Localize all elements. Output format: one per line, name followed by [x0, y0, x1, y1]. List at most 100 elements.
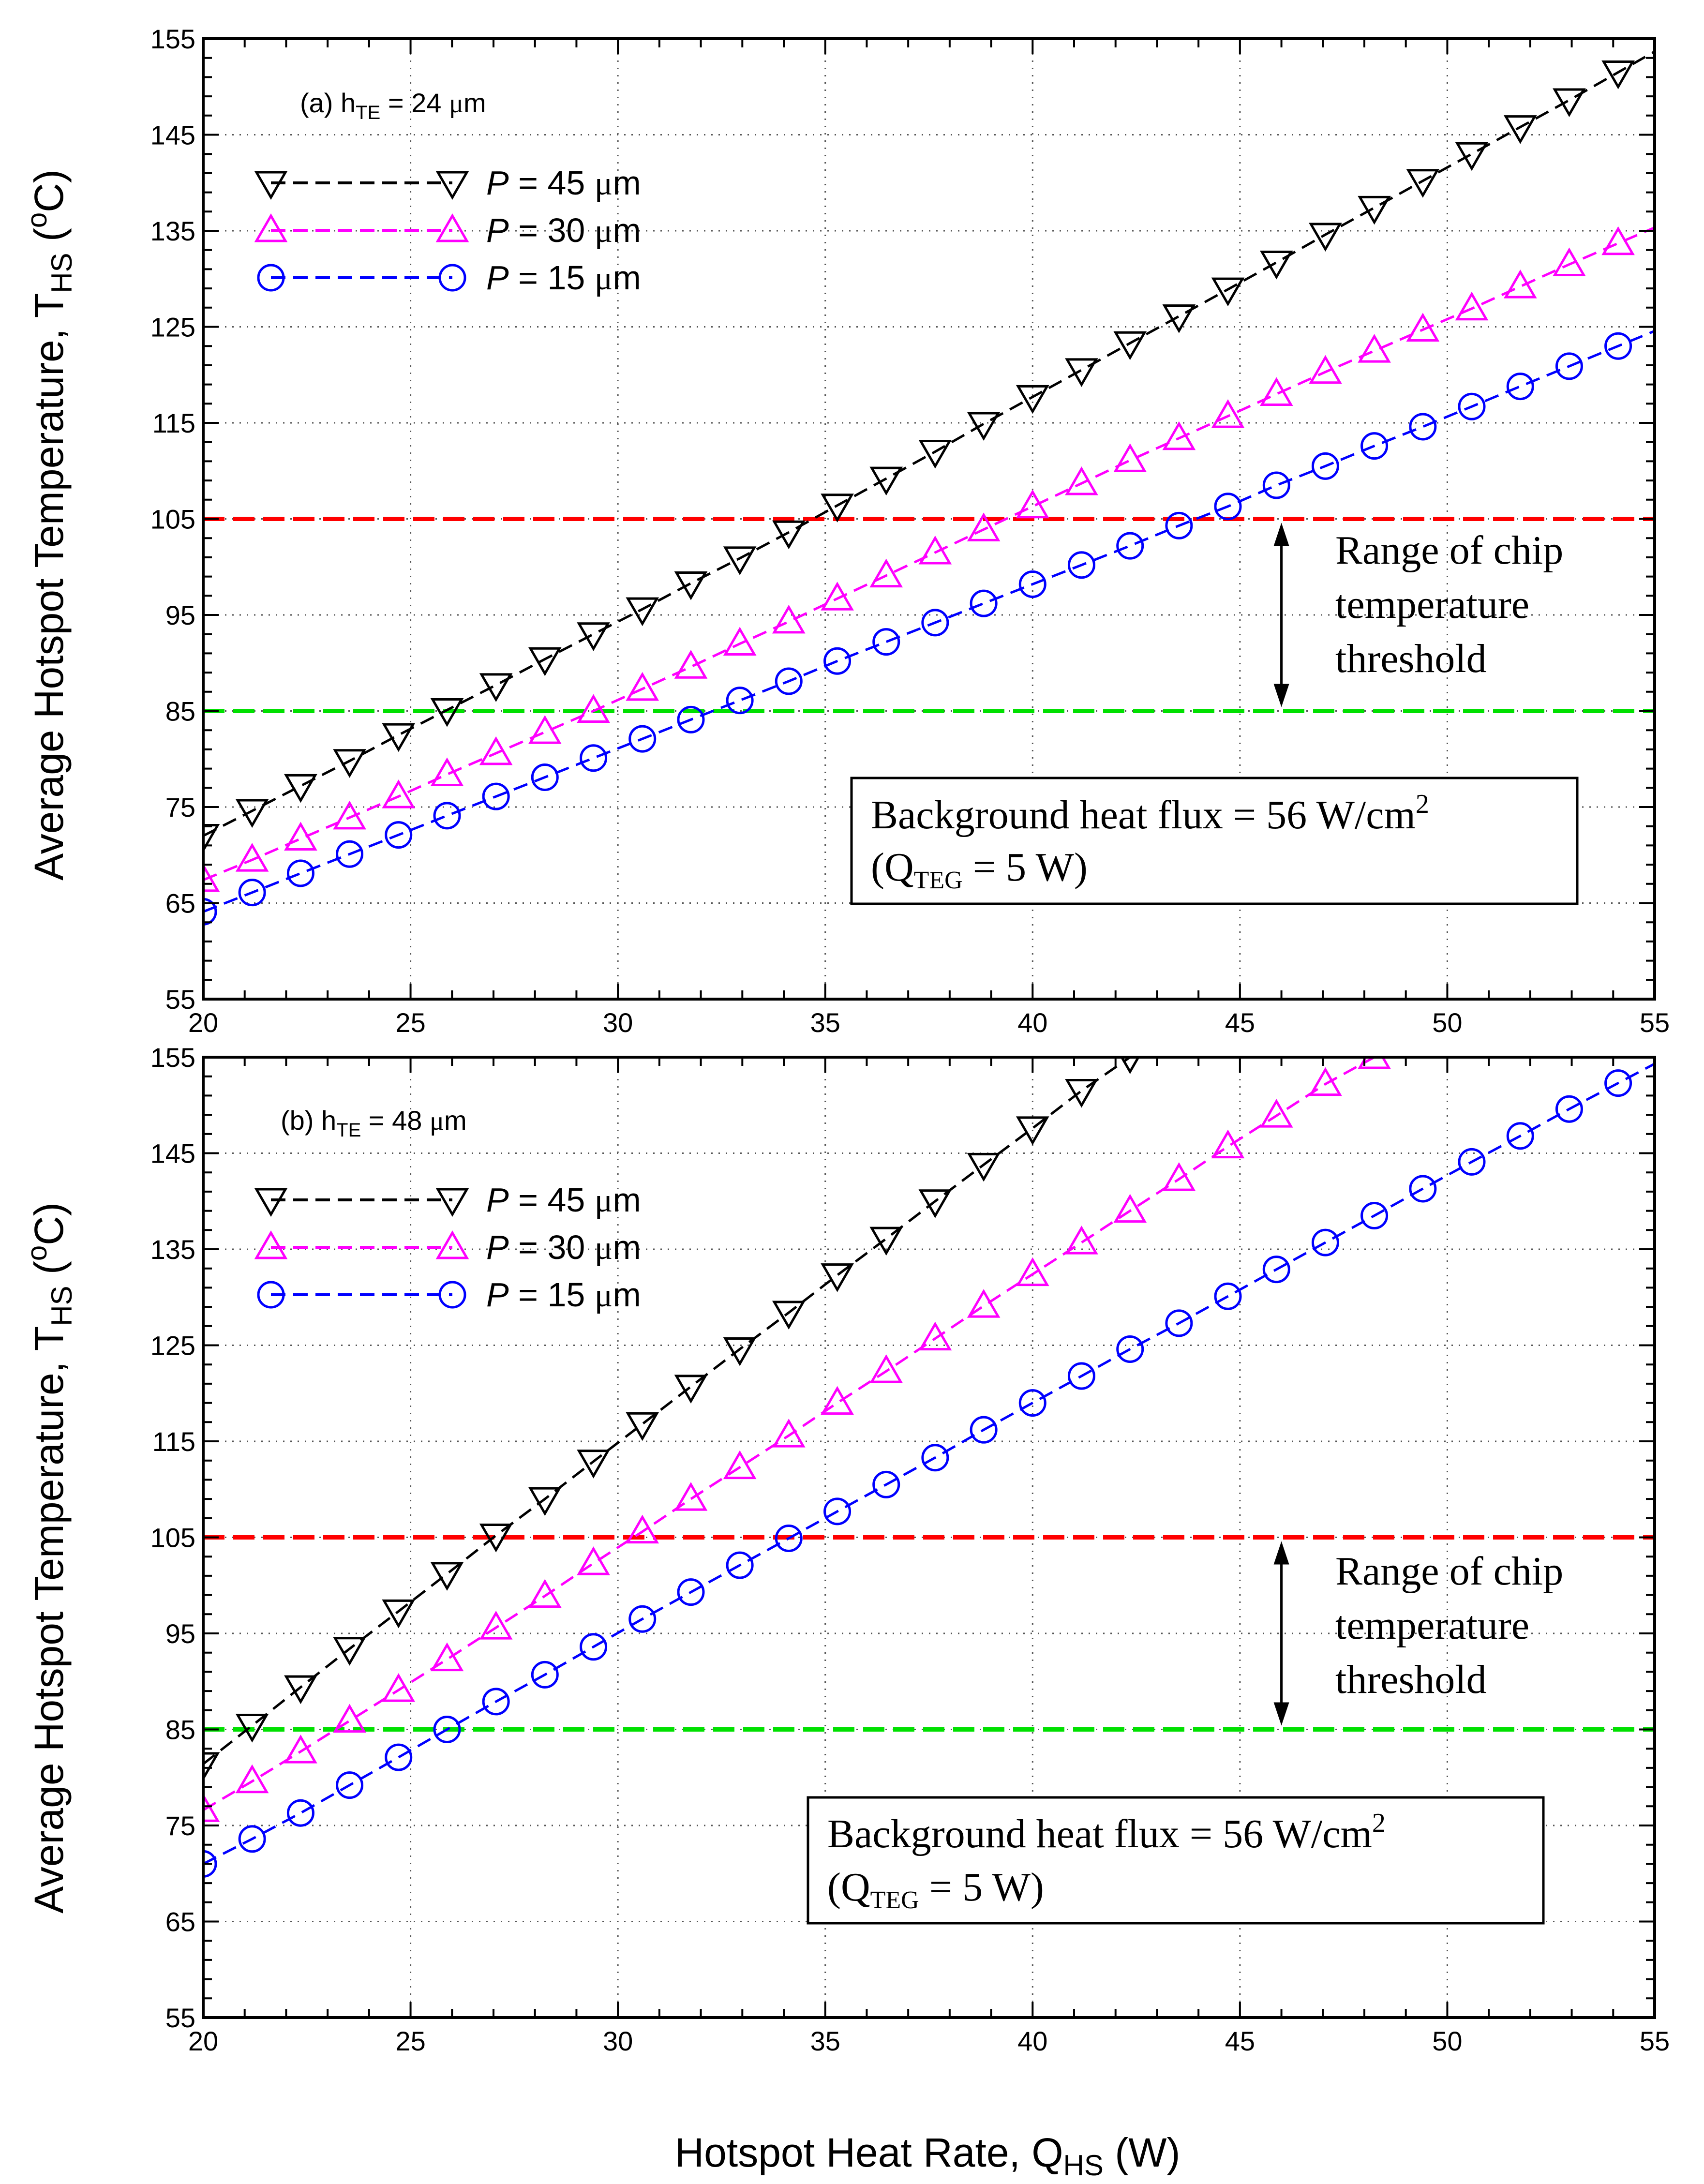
- data-point-p30: [967, 512, 1001, 541]
- y-tick-label: 145: [150, 1138, 195, 1169]
- legend-marker-left: [254, 1230, 288, 1259]
- data-point-p15: [1604, 1069, 1632, 1097]
- info-box-value: = 5 W): [919, 1865, 1044, 1910]
- data-point-p15: [823, 1497, 852, 1526]
- range-annotation-line: threshold: [1335, 636, 1487, 681]
- series-line-p45: [203, 50, 1655, 837]
- panel-label-sub: TE: [356, 102, 380, 123]
- data-point-p30: [1553, 247, 1586, 276]
- data-point-p15: [385, 1743, 413, 1771]
- data-point-p30: [772, 604, 806, 634]
- data-point-p45: [235, 1714, 269, 1743]
- legend-marker-right: [438, 264, 466, 292]
- data-point-p15: [1555, 1095, 1583, 1123]
- data-point-p15: [580, 1633, 608, 1661]
- data-point-p30: [1503, 269, 1537, 299]
- data-point-p30: [333, 1704, 366, 1733]
- y-tick-label: 115: [152, 1426, 195, 1457]
- y-tick-label: 155: [150, 24, 195, 54]
- legend-item-p45: P = 45 μm: [254, 164, 641, 202]
- data-point-p15: [203, 898, 217, 926]
- y-tick-label: 135: [150, 216, 195, 246]
- data-point-p45: [1309, 223, 1342, 252]
- x-tick-label: 35: [810, 2026, 840, 2056]
- data-point-p45: [674, 571, 708, 600]
- x-tick-label: 30: [603, 1007, 633, 1038]
- data-point-p15: [1116, 1335, 1144, 1363]
- data-point-p30: [1162, 1162, 1196, 1191]
- range-annotation-line: temperature: [1335, 1603, 1529, 1648]
- data-point-p30: [674, 650, 708, 679]
- info-box-sup: 2: [1372, 1808, 1386, 1838]
- info-box-line2: (QTEG = 5 W): [871, 845, 1088, 894]
- data-point-p15: [1165, 1309, 1193, 1337]
- y-tick-label: 85: [165, 696, 195, 727]
- legend-label: P = 30 μm: [486, 1228, 641, 1267]
- data-point-p30: [1309, 1067, 1342, 1096]
- y-axis-title-unit-open: (: [26, 1261, 72, 1286]
- range-annotation-line: Range of chip: [1335, 528, 1563, 573]
- data-point-p15: [238, 879, 266, 907]
- data-point-p30: [430, 757, 464, 787]
- info-box-heat-flux: Background heat flux = 56 W/cm: [871, 793, 1416, 838]
- legend-item-p45: P = 45 μm: [254, 1181, 641, 1219]
- data-point-p45: [1016, 385, 1049, 414]
- legend-marker-right: [438, 1281, 466, 1309]
- y-axis-title-main: Average Hotspot Temperature, T: [26, 1326, 72, 1914]
- panel-label-mu: μ: [430, 1106, 444, 1136]
- data-point-p15: [1214, 1282, 1242, 1310]
- x-tick-label: 45: [1225, 2026, 1255, 2056]
- data-point-p45: [235, 799, 269, 828]
- data-point-p15: [238, 1825, 266, 1853]
- legend-marker-left: [257, 264, 285, 292]
- legend-label: P = 45 μm: [486, 164, 641, 202]
- data-point-p15: [433, 1716, 461, 1743]
- legend-label-p: P: [486, 259, 509, 297]
- legend-label: P = 15 μm: [486, 259, 641, 297]
- data-point-p45: [577, 1450, 610, 1479]
- data-point-p30: [1113, 1194, 1147, 1223]
- panel-label-sub: TE: [336, 1120, 361, 1141]
- info-box-sup: 2: [1416, 789, 1429, 819]
- legend-label-rest: = 15: [509, 259, 595, 297]
- data-point-p45: [772, 1301, 806, 1330]
- data-point-p30: [967, 1289, 1001, 1318]
- data-point-p30: [284, 822, 317, 851]
- data-point-p30: [918, 535, 952, 565]
- data-point-p15: [628, 1605, 657, 1633]
- data-point-p30: [1259, 377, 1293, 406]
- data-point-p30: [918, 1321, 952, 1351]
- data-point-p30: [869, 1354, 903, 1383]
- y-axis-title-b: Average Hotspot Temperature, THS (oC): [21, 1202, 78, 1914]
- legend-label-mu: μ: [595, 1182, 613, 1219]
- data-point-p30: [528, 1579, 562, 1608]
- y-tick-label: 75: [165, 1810, 195, 1841]
- range-annotation-line: threshold: [1335, 1657, 1487, 1702]
- axis-ticks: [202, 1056, 1656, 2019]
- data-point-p15: [580, 744, 608, 772]
- legend-marker-right: [435, 1230, 469, 1259]
- data-point-p15: [1311, 452, 1339, 480]
- data-point-p45: [479, 1524, 513, 1553]
- data-point-p15: [775, 667, 803, 695]
- data-point-p45: [626, 597, 659, 627]
- legend-marker-right: [435, 171, 469, 200]
- data-point-p45: [869, 466, 903, 496]
- x-tick-label: 25: [395, 1007, 425, 1038]
- data-point-p15: [385, 821, 413, 849]
- range-arrow-head-up: [1273, 1541, 1289, 1565]
- data-point-p30: [1309, 355, 1342, 384]
- x-tick-label: 55: [1640, 1007, 1670, 1038]
- range-annotation: Range of chip temperature threshold: [1335, 528, 1563, 681]
- data-point-p15: [286, 1799, 314, 1827]
- data-point-p30: [1601, 226, 1635, 255]
- data-point-p30: [382, 779, 416, 808]
- data-point-p45: [479, 673, 513, 702]
- data-point-p15: [970, 1416, 998, 1444]
- data-point-p15: [1018, 1389, 1046, 1417]
- data-point-p30: [382, 1673, 416, 1702]
- data-point-p15: [1165, 511, 1193, 539]
- data-point-p45: [723, 546, 757, 575]
- legend-label-rest: = 30: [509, 1228, 595, 1266]
